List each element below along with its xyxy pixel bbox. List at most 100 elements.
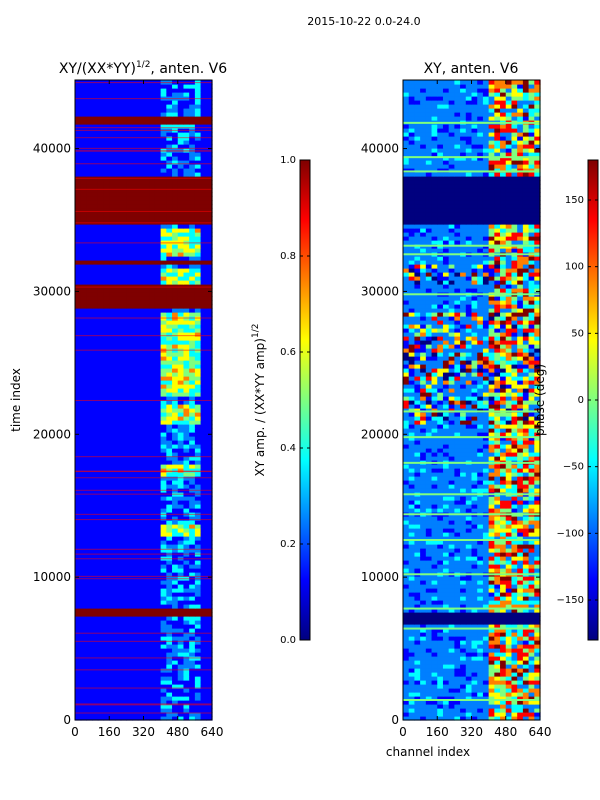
heatmap-cell bbox=[172, 572, 179, 577]
heatmap-cell bbox=[97, 672, 105, 677]
heatmap-cell bbox=[206, 540, 213, 545]
heatmap-cell bbox=[114, 632, 122, 637]
heatmap-cell bbox=[143, 616, 150, 621]
heatmap-cell bbox=[431, 644, 438, 649]
heatmap-cell bbox=[534, 696, 541, 701]
heatmap-cell bbox=[132, 676, 139, 681]
heatmap-cell bbox=[189, 432, 196, 437]
heatmap-cell bbox=[109, 284, 116, 289]
heatmap-cell bbox=[448, 616, 455, 621]
heatmap-cell bbox=[183, 256, 190, 261]
heatmap-cell bbox=[126, 288, 133, 293]
heatmap-cell bbox=[488, 576, 495, 581]
heatmap-cell bbox=[149, 712, 156, 717]
heatmap-cell bbox=[92, 124, 99, 129]
heatmap-cell bbox=[109, 444, 116, 449]
heatmap-cell bbox=[75, 452, 82, 457]
heatmap-cell bbox=[126, 716, 133, 721]
heatmap-cell bbox=[126, 192, 133, 197]
heatmap-cell bbox=[109, 648, 116, 653]
heatmap-cell bbox=[132, 608, 139, 613]
heatmap-cell bbox=[86, 704, 93, 709]
heatmap-line bbox=[75, 657, 212, 659]
heatmap-cell bbox=[183, 328, 190, 333]
heatmap-cell bbox=[103, 92, 110, 97]
heatmap-cell bbox=[177, 120, 185, 125]
heatmap-cell bbox=[132, 216, 139, 221]
heatmap-cell bbox=[189, 632, 196, 637]
heatmap-cell bbox=[482, 708, 490, 713]
heatmap-cell bbox=[183, 584, 190, 589]
heatmap-cell bbox=[103, 364, 110, 369]
heatmap-cell bbox=[97, 344, 105, 349]
heatmap-cell bbox=[143, 276, 150, 281]
heatmap-cell bbox=[143, 452, 150, 457]
heatmap-cell bbox=[120, 280, 127, 285]
heatmap-cell bbox=[103, 260, 110, 265]
heatmap-cell bbox=[471, 692, 478, 697]
heatmap-cell bbox=[143, 248, 150, 253]
heatmap-cell bbox=[114, 364, 122, 369]
heatmap-cell bbox=[194, 712, 202, 717]
heatmap-cell bbox=[408, 620, 416, 625]
heatmap-cell bbox=[120, 588, 127, 593]
heatmap-cell bbox=[86, 508, 93, 513]
heatmap-cell bbox=[194, 628, 202, 633]
heatmap-cell bbox=[114, 380, 122, 385]
heatmap-cell bbox=[114, 716, 122, 721]
heatmap-cell bbox=[92, 572, 99, 577]
heatmap-cell bbox=[92, 600, 99, 605]
heatmap-cell bbox=[183, 172, 190, 177]
heatmap-cell bbox=[75, 464, 82, 469]
heatmap-cell bbox=[86, 696, 93, 701]
heatmap-cell bbox=[477, 656, 484, 661]
heatmap-line bbox=[75, 493, 212, 495]
heatmap-cell bbox=[109, 268, 116, 273]
heatmap-cell bbox=[126, 200, 133, 205]
heatmap-cell bbox=[166, 244, 173, 249]
heatmap-cell bbox=[92, 116, 99, 121]
heatmap-cell bbox=[114, 356, 122, 361]
heatmap-cell bbox=[420, 608, 427, 613]
heatmap-cell bbox=[194, 444, 202, 449]
heatmap-cell bbox=[75, 588, 82, 593]
heatmap-cell bbox=[154, 532, 162, 537]
heatmap-cell bbox=[103, 132, 110, 137]
heatmap-cell bbox=[114, 700, 122, 705]
heatmap-cell bbox=[442, 616, 450, 621]
heatmap-cell bbox=[172, 628, 179, 633]
heatmap-cell bbox=[414, 544, 421, 549]
heatmap-cell bbox=[442, 636, 450, 641]
heatmap-cell bbox=[465, 644, 473, 649]
heatmap-cell bbox=[114, 600, 122, 605]
heatmap-cell bbox=[92, 528, 99, 533]
heatmap-cell bbox=[160, 180, 167, 185]
heatmap-cell bbox=[414, 632, 421, 637]
heatmap-cell bbox=[149, 292, 156, 297]
heatmap-cell bbox=[517, 604, 524, 609]
heatmap-cell bbox=[92, 596, 99, 601]
heatmap-cell bbox=[109, 296, 116, 301]
heatmap-cell bbox=[97, 684, 105, 689]
heatmap-cell bbox=[166, 232, 173, 237]
heatmap-cell bbox=[172, 684, 179, 689]
heatmap-cell bbox=[114, 180, 122, 185]
heatmap-cell bbox=[160, 412, 167, 417]
heatmap-cell bbox=[189, 688, 196, 693]
heatmap-cell bbox=[137, 184, 145, 189]
heatmap-cell bbox=[183, 580, 190, 585]
heatmap-cell bbox=[149, 232, 156, 237]
heatmap-cell bbox=[75, 572, 82, 577]
heatmap-cell bbox=[425, 656, 433, 661]
heatmap-cell bbox=[183, 400, 190, 405]
heatmap-cell bbox=[200, 464, 207, 469]
heatmap-cell bbox=[103, 352, 110, 357]
heatmap-cell bbox=[75, 424, 82, 429]
heatmap-cell bbox=[75, 584, 82, 589]
heatmap-cell bbox=[154, 308, 162, 313]
heatmap-cell bbox=[177, 116, 185, 121]
heatmap-cell bbox=[86, 204, 93, 209]
heatmap-cell bbox=[103, 180, 110, 185]
heatmap-cell bbox=[126, 460, 133, 465]
heatmap-cell bbox=[166, 696, 173, 701]
